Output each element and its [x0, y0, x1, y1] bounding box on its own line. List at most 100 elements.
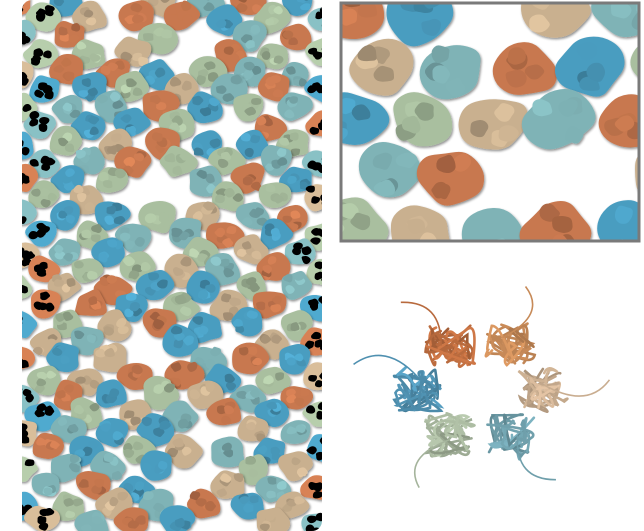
subunit-detail: [395, 152, 418, 169]
subunit-detail: [232, 318, 244, 327]
subunit-detail: [350, 212, 371, 231]
subunit-detail: [267, 256, 277, 265]
subunit-detail: [124, 308, 134, 318]
subunit-detail: [22, 147, 30, 156]
subunit-detail: [53, 279, 64, 287]
subunit-detail: [68, 34, 80, 43]
subunit: [635, 155, 638, 191]
subunit: [50, 415, 87, 443]
subunit: [304, 75, 322, 103]
subunit-detail: [342, 127, 348, 141]
subunit-detail: [22, 507, 27, 516]
subunit-detail: [239, 463, 251, 473]
subunit-detail: [142, 33, 154, 41]
subunit-detail: [431, 182, 451, 200]
subunit-detail: [225, 382, 237, 391]
subunit: [12, 199, 37, 225]
subunit-detail: [505, 69, 527, 88]
subunit-detail: [290, 148, 301, 157]
subunit-detail: [309, 301, 319, 309]
subunit: [49, 125, 83, 156]
subunit-detail: [88, 115, 100, 125]
subunit-detail: [215, 85, 227, 94]
subunit: [231, 306, 263, 337]
subunit-detail: [257, 445, 268, 455]
subunit: [342, 197, 389, 240]
subunit-detail: [294, 496, 305, 505]
subunit-detail: [78, 479, 89, 488]
subunit-detail: [36, 403, 47, 412]
subunit-detail: [169, 122, 180, 133]
ribbon-strand: [486, 423, 535, 447]
subunit-detail: [22, 76, 23, 84]
subunit: [393, 92, 453, 147]
subunit-detail: [222, 312, 234, 321]
subunit: [74, 509, 109, 531]
subunit-detail: [221, 415, 232, 425]
subunit-detail: [161, 29, 172, 39]
subunit-detail: [22, 2, 23, 11]
subunit: [304, 223, 322, 251]
subunit-detail: [76, 41, 87, 50]
subunit-detail: [61, 57, 72, 67]
subunit-detail: [87, 87, 98, 97]
subunit: [29, 75, 60, 103]
subunit-detail: [373, 179, 396, 197]
subunit: [598, 94, 638, 148]
subunit-detail: [222, 237, 234, 248]
subunit: [187, 311, 222, 343]
subunit: [71, 258, 104, 284]
subunit-detail: [181, 80, 192, 91]
subunit-detail: [414, 102, 434, 121]
subunit-detail: [123, 448, 135, 458]
subunit-detail: [90, 234, 101, 243]
subunit: [22, 92, 38, 122]
ribbon-strand: [417, 370, 427, 409]
subunit-detail: [57, 416, 68, 426]
subunit-detail: [153, 384, 165, 394]
subunit-detail: [314, 339, 322, 348]
subunit-detail: [128, 270, 140, 280]
subunit-detail: [292, 247, 301, 256]
ribbon-tail: [502, 286, 534, 339]
subunit: [301, 512, 322, 531]
subunit-detail: [44, 90, 54, 100]
subunit: [186, 488, 221, 519]
subunit-detail: [34, 384, 45, 394]
subunit-detail: [552, 234, 568, 240]
subunit: [284, 238, 316, 265]
subunit-detail: [265, 183, 276, 193]
subunit-detail: [129, 301, 141, 312]
subunit-detail: [87, 270, 98, 280]
subunit: [25, 2, 62, 32]
subunit: [521, 89, 596, 150]
subunit-detail: [203, 201, 216, 211]
subunit-detail: [199, 107, 212, 117]
subunit-detail: [112, 100, 124, 109]
subunit: [232, 20, 267, 52]
subunit-body: [386, 4, 454, 47]
subunit-detail: [265, 513, 276, 522]
subunit: [94, 201, 131, 231]
subunit-detail: [58, 137, 69, 147]
subunit: [277, 92, 313, 121]
subunit-detail: [249, 282, 260, 293]
subunit-detail: [106, 205, 117, 215]
subunit-detail: [276, 480, 287, 490]
subunit-detail: [286, 66, 296, 75]
subunit-detail: [12, 216, 22, 225]
subunit-detail: [183, 335, 194, 346]
subunit-detail: [36, 378, 47, 387]
subunit-detail: [150, 95, 161, 105]
subunit: [256, 252, 291, 281]
subunit-detail: [104, 347, 115, 358]
subunit-detail: [63, 206, 74, 215]
subunit-detail: [47, 338, 57, 347]
subunit-detail: [84, 202, 96, 212]
subunit-detail: [323, 15, 332, 24]
subunit-detail: [166, 6, 177, 16]
subunit-detail: [631, 12, 638, 30]
subunit-detail: [192, 95, 204, 106]
subunit-detail: [32, 346, 43, 356]
subunit-detail: [273, 55, 284, 64]
